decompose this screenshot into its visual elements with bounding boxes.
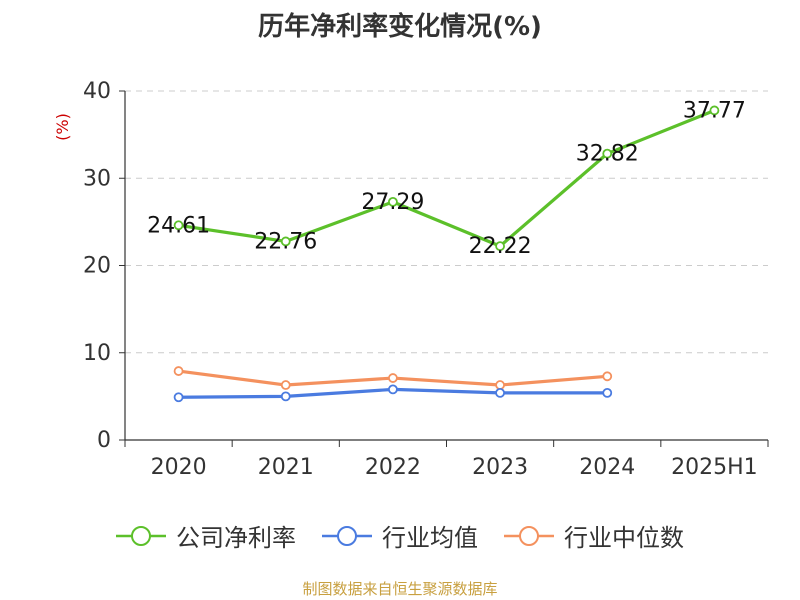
legend-marker-2 xyxy=(504,525,554,546)
series xyxy=(173,105,720,403)
grid-lines xyxy=(125,90,768,354)
chart-title: 历年净利率变化情况(%) xyxy=(258,12,542,42)
series-1-point-0 xyxy=(173,392,184,403)
data-label-1: 22.76 xyxy=(254,229,317,254)
x-tick-label-2: 2022 xyxy=(365,455,421,480)
y-tick-label-0: 0 xyxy=(97,428,111,453)
series-0-point-4 xyxy=(602,148,613,159)
series-0-point-3 xyxy=(495,241,505,252)
x-tick-label-1: 2021 xyxy=(258,455,314,480)
series-2-point-2 xyxy=(388,373,398,383)
y-axis-label: (%) xyxy=(53,113,72,141)
legend-item-1[interactable]: 行业均值 xyxy=(322,518,478,553)
data-label-2: 27.29 xyxy=(361,190,424,215)
axes: 0 10 20 30 40 2020 2021 2022 2023 2024 2025H1 xyxy=(83,79,769,480)
legend-item-0[interactable]: 公司净利率 xyxy=(116,518,296,553)
data-label-3: 22.22 xyxy=(469,234,532,259)
y-tick-label-1: 10 xyxy=(83,341,111,366)
legend-label-0: 公司净利率 xyxy=(176,524,296,552)
source-note: 制图数据来自恒生聚源数据库 xyxy=(302,580,498,598)
legend: 公司净利率 行业均值 行业中位数 xyxy=(0,518,800,553)
series-1-point-2 xyxy=(388,384,398,395)
series-1-point-1 xyxy=(280,391,291,402)
series-1-point-4 xyxy=(602,387,613,398)
y-tick-label-2: 20 xyxy=(83,254,111,279)
series-0-point-2 xyxy=(388,196,398,207)
legend-label-2: 行业中位数 xyxy=(564,524,684,552)
data-label-5: 37.77 xyxy=(683,98,746,123)
series-0-point-1 xyxy=(280,236,291,247)
legend-item-2[interactable]: 行业中位数 xyxy=(504,518,684,553)
x-tick-label-0: 2020 xyxy=(151,455,207,480)
data-label-4: 32.82 xyxy=(576,142,639,167)
legend-label-1: 行业均值 xyxy=(382,524,478,552)
series-0-point-0 xyxy=(173,220,184,231)
series-1-point-3 xyxy=(495,387,505,398)
legend-marker-1 xyxy=(322,525,372,546)
x-tick-label-5: 2025H1 xyxy=(671,455,758,480)
series-0-point-5 xyxy=(709,105,720,116)
data-labels: 24.61 22.76 27.29 22.22 32.82 37.77 xyxy=(147,98,746,259)
series-2-point-0 xyxy=(173,366,184,376)
series-2-point-3 xyxy=(495,380,505,390)
series-2-point-1 xyxy=(280,380,291,390)
x-tick-label-3: 2023 xyxy=(472,455,528,480)
legend-marker-0 xyxy=(116,525,166,546)
y-tick-label-3: 30 xyxy=(83,166,111,191)
x-tick-label-4: 2024 xyxy=(579,455,635,480)
y-tick-label-4: 40 xyxy=(83,79,111,104)
series-2-point-4 xyxy=(602,371,613,382)
data-label-0: 24.61 xyxy=(147,213,210,238)
series-line-0 xyxy=(178,108,716,248)
